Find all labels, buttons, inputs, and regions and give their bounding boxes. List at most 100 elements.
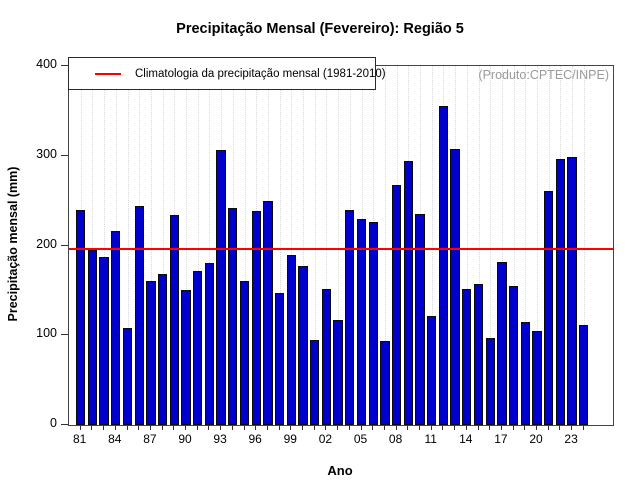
year-gridline bbox=[501, 66, 503, 425]
x-tick bbox=[266, 425, 268, 430]
x-tick bbox=[430, 425, 432, 430]
x-tick-label: 90 bbox=[178, 432, 192, 446]
bar-16 bbox=[485, 337, 495, 425]
bar-20 bbox=[532, 330, 542, 425]
year-gridline bbox=[513, 66, 515, 425]
x-tick bbox=[231, 425, 233, 430]
x-tick-label: 17 bbox=[494, 432, 508, 446]
year-gridline bbox=[303, 66, 304, 425]
x-tick bbox=[161, 425, 163, 430]
bar-88 bbox=[157, 274, 168, 425]
bar-97 bbox=[263, 200, 273, 425]
bar-06 bbox=[368, 222, 378, 425]
bar-12 bbox=[438, 106, 449, 425]
y-tick-label: 300 bbox=[36, 146, 57, 161]
x-tick-label: 14 bbox=[459, 432, 473, 446]
bar-23 bbox=[567, 156, 577, 425]
y-tick-label: 200 bbox=[36, 236, 57, 251]
x-tick bbox=[208, 425, 210, 430]
year-gridline bbox=[478, 66, 480, 425]
y-axis-title: Precipitação mensal (mm) bbox=[6, 166, 20, 322]
x-tick-label: 96 bbox=[248, 432, 262, 446]
x-tick bbox=[313, 425, 315, 430]
x-tick bbox=[79, 425, 81, 430]
x-tick bbox=[489, 425, 491, 430]
source-annotation: (Produto:CPTEC/INPE) bbox=[478, 68, 609, 82]
x-tick bbox=[500, 425, 502, 430]
y-tick bbox=[61, 244, 68, 246]
x-tick bbox=[465, 425, 467, 430]
legend-label: Climatologia da precipitação mensal (198… bbox=[135, 67, 386, 80]
bar-03 bbox=[333, 319, 343, 425]
x-tick-label: 02 bbox=[318, 432, 333, 446]
year-gridline bbox=[127, 66, 129, 425]
bar-13 bbox=[450, 148, 460, 425]
x-tick bbox=[114, 425, 116, 430]
x-tick bbox=[348, 425, 350, 430]
y-tick-label: 400 bbox=[36, 57, 57, 71]
year-gridline bbox=[291, 66, 293, 425]
x-tick bbox=[372, 425, 374, 430]
bar-85 bbox=[122, 328, 133, 425]
bar-82 bbox=[87, 249, 98, 425]
bar-89 bbox=[169, 214, 179, 425]
year-gridline bbox=[150, 66, 152, 425]
x-tick bbox=[138, 425, 140, 430]
x-tick-label: 87 bbox=[143, 432, 157, 446]
bar-05 bbox=[356, 218, 367, 425]
year-gridline bbox=[537, 66, 538, 425]
x-tick bbox=[278, 425, 280, 430]
x-tick bbox=[173, 425, 175, 430]
x-tick-label: 81 bbox=[73, 432, 87, 446]
y-tick-label: 0 bbox=[50, 416, 57, 430]
x-tick bbox=[196, 425, 198, 430]
x-tick bbox=[126, 425, 128, 430]
bar-92 bbox=[204, 263, 215, 425]
x-tick bbox=[91, 425, 93, 430]
bar-94 bbox=[228, 207, 238, 425]
bar-83 bbox=[99, 257, 109, 425]
bar-15 bbox=[473, 284, 484, 425]
y-tick-label: 100 bbox=[36, 326, 57, 341]
x-tick bbox=[442, 425, 444, 430]
x-tick bbox=[360, 425, 362, 430]
x-tick bbox=[524, 425, 526, 430]
year-gridline bbox=[244, 66, 246, 425]
x-tick-label: 05 bbox=[353, 432, 368, 446]
bar-14 bbox=[462, 288, 472, 425]
year-gridline bbox=[431, 66, 433, 425]
year-gridline bbox=[279, 66, 281, 425]
bar-24 bbox=[579, 325, 589, 425]
year-gridline bbox=[314, 66, 316, 425]
x-tick bbox=[407, 425, 409, 430]
x-tick-label: 20 bbox=[529, 432, 543, 446]
x-tick bbox=[395, 425, 397, 430]
bar-07 bbox=[380, 340, 390, 425]
year-gridline bbox=[338, 66, 340, 425]
bar-11 bbox=[427, 316, 437, 425]
x-tick-label: 99 bbox=[283, 432, 297, 446]
x-tick bbox=[302, 425, 303, 430]
x-tick bbox=[571, 425, 573, 430]
year-gridline bbox=[490, 66, 492, 425]
x-tick bbox=[290, 425, 292, 430]
year-gridline bbox=[583, 66, 585, 425]
y-tick bbox=[61, 334, 68, 336]
bar-10 bbox=[415, 214, 425, 425]
year-gridline bbox=[326, 66, 328, 425]
y-tick bbox=[61, 424, 68, 425]
chart-title: Precipitação Mensal (Fevereiro): Região … bbox=[176, 21, 464, 37]
bar-93 bbox=[216, 150, 226, 425]
x-tick bbox=[185, 425, 186, 430]
x-tick bbox=[255, 425, 257, 430]
climatology-line bbox=[69, 248, 613, 251]
bar-00 bbox=[298, 266, 308, 425]
x-tick bbox=[220, 425, 222, 430]
x-tick bbox=[536, 425, 537, 430]
bar-99 bbox=[286, 255, 296, 425]
plot-area bbox=[68, 65, 614, 426]
legend-line-swatch bbox=[95, 72, 121, 75]
bar-01 bbox=[310, 339, 320, 425]
bar-87 bbox=[146, 281, 156, 425]
